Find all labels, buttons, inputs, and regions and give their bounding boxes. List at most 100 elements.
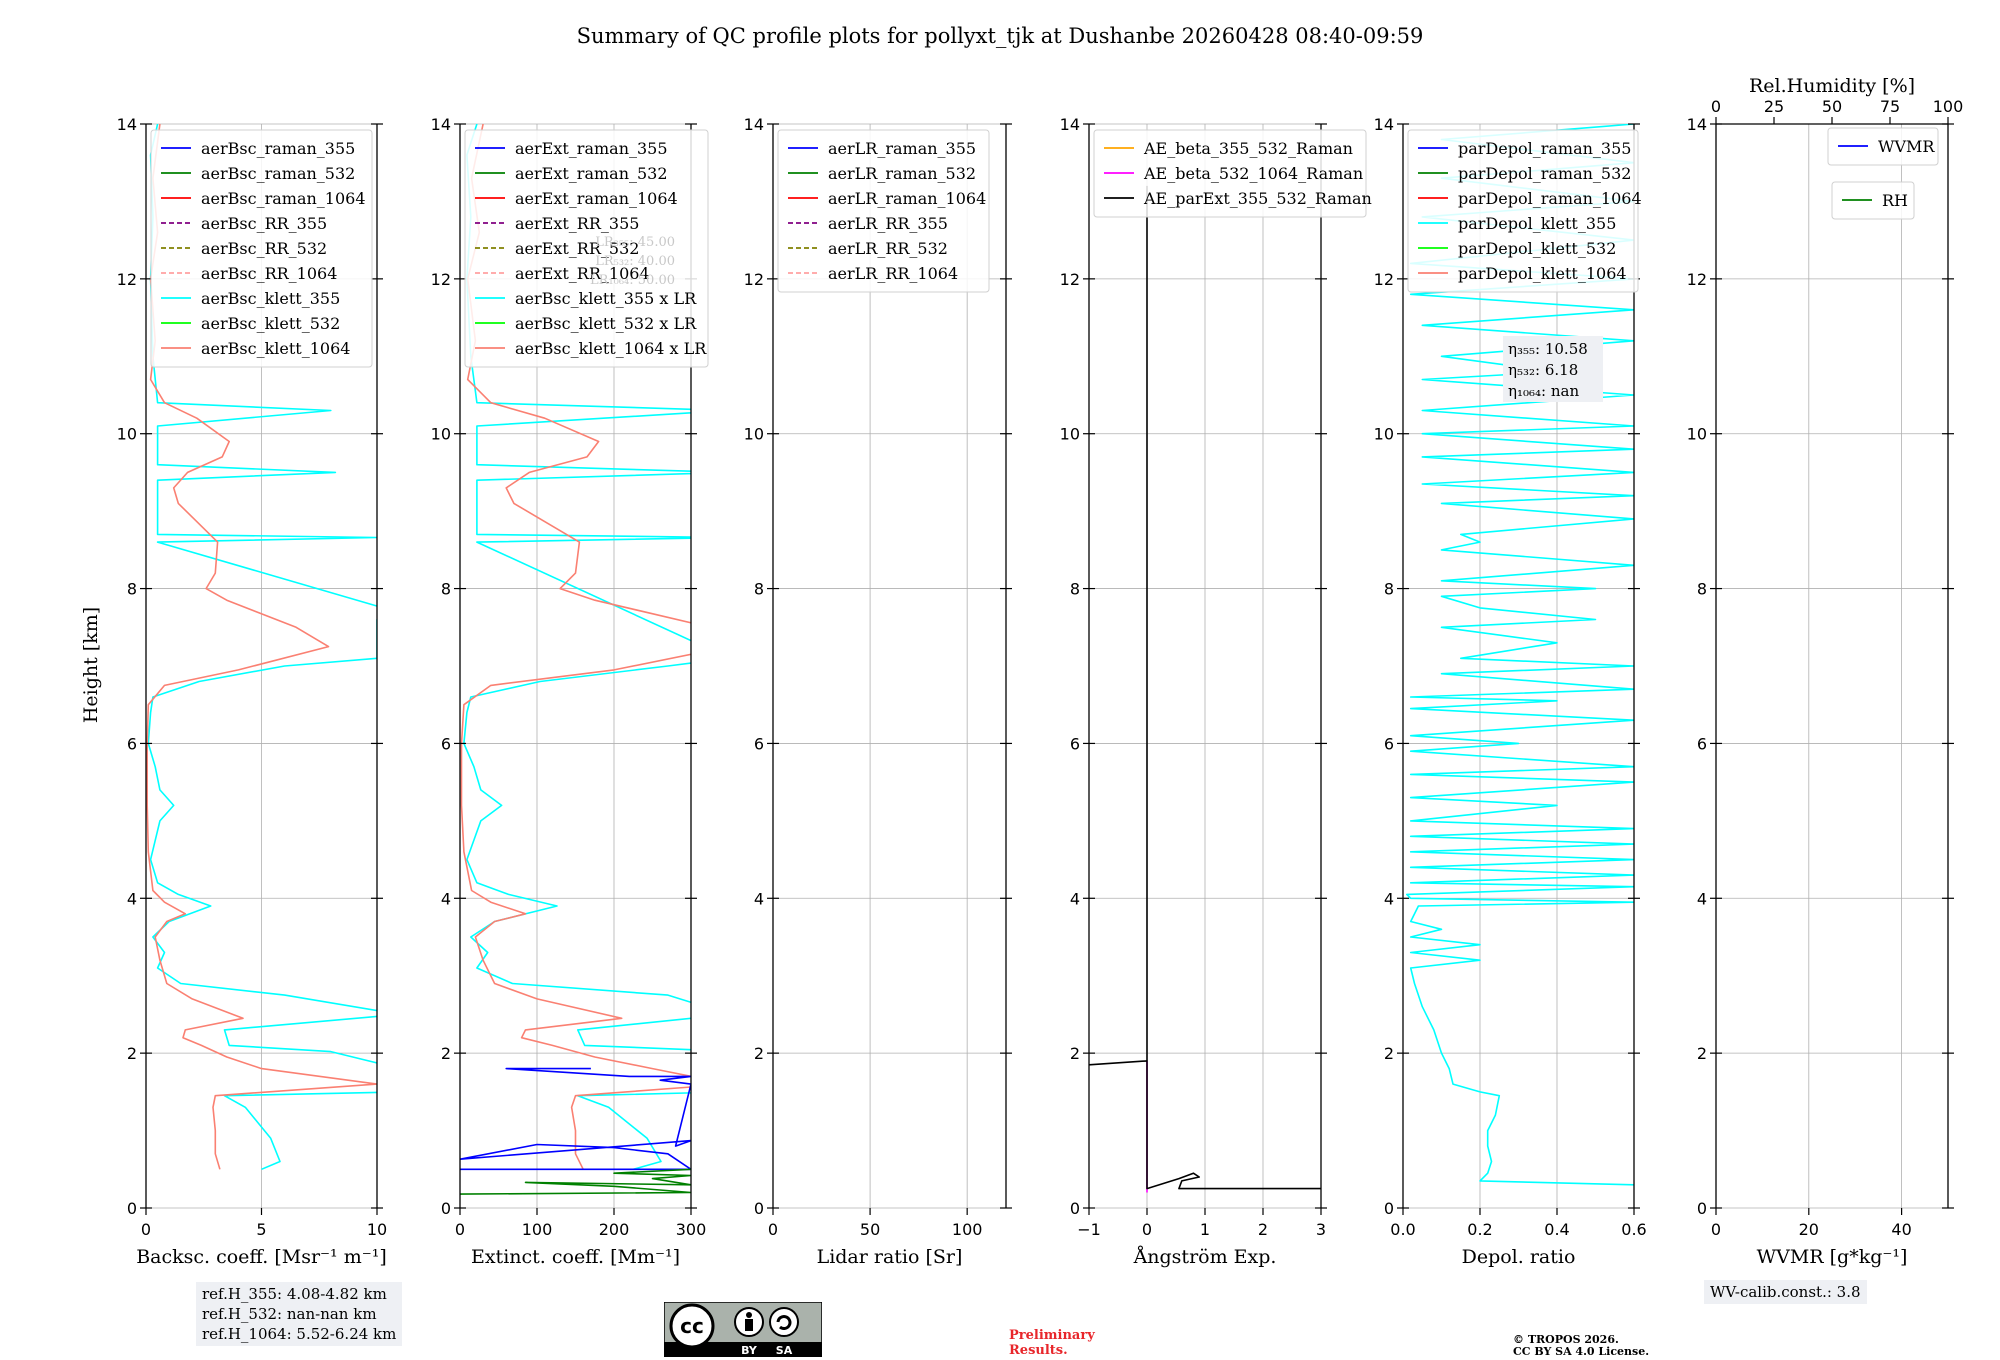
x-tick-label: 20 <box>1799 1220 1819 1239</box>
legend-label-RH: RH <box>1882 191 1908 210</box>
preliminary-line-2: Results. <box>1009 1343 1068 1358</box>
legend-label-aerBsc_klett_532 x LR: aerBsc_klett_532 x LR <box>515 314 697 333</box>
y-tick-label: 8 <box>127 580 137 599</box>
x-tick-label: 0 <box>141 1220 151 1239</box>
x-tick-label: 2 <box>1258 1220 1268 1239</box>
legend-label-AE_beta_532_1064_Raman: AE_beta_532_1064_Raman <box>1143 164 1363 183</box>
legend-label-aerLR_RR_1064: aerLR_RR_1064 <box>828 264 958 283</box>
x-tick-label: 100 <box>522 1220 553 1239</box>
y-tick-label: 4 <box>1384 889 1394 908</box>
copyright-note: © TROPOS 2026. CC BY SA 4.0 License. <box>1513 1334 1649 1358</box>
ref-height-355: ref.H_355: 4.08-4.82 km <box>202 1285 387 1303</box>
legend: aerLR_raman_355 aerLR_raman_532 aerLR_rama… <box>777 129 990 293</box>
badge-footer <box>664 1342 822 1357</box>
legend-label-WVMR: WVMR <box>1878 137 1935 156</box>
legend-label-aerBsc_RR_1064: aerBsc_RR_1064 <box>201 264 337 283</box>
y-tick-label: 2 <box>127 1044 137 1063</box>
y-tick-label: 12 <box>1687 270 1707 289</box>
series-group <box>1406 124 1634 1186</box>
x-axis-label: Ångström Exp. <box>1133 1246 1277 1268</box>
legend-label-aerExt_raman_1064: aerExt_raman_1064 <box>515 189 678 208</box>
x-axis-label: WVMR [g*kg⁻¹] <box>1757 1246 1908 1268</box>
ref-height-1064: ref.H_1064: 5.52-6.24 km <box>202 1325 397 1343</box>
preliminary-line-1: Preliminary <box>1009 1328 1095 1343</box>
x-axis-label: Lidar ratio [Sr] <box>817 1246 963 1268</box>
top-x-tick-label: 75 <box>1880 97 1900 116</box>
panel-lr: 0 2 4 6 8 10 12 14 0 50 100 Lidar ratio [Sr] aerLR_r… <box>744 115 1012 1268</box>
top-x-tick-label: 25 <box>1764 97 1784 116</box>
legend-label-aerBsc_raman_532: aerBsc_raman_532 <box>201 164 355 183</box>
x-axis-label: Extinct. coeff. [Mm⁻¹] <box>471 1246 680 1268</box>
y-tick-label: 14 <box>117 115 137 134</box>
legend-label-AE_parExt_355_532_Raman: AE_parExt_355_532_Raman <box>1143 189 1372 208</box>
legend-label-aerBsc_raman_355: aerBsc_raman_355 <box>201 139 355 158</box>
legend-label-aerExt_RR_355: aerExt_RR_355 <box>515 214 639 233</box>
panel-ext: 0 2 4 6 8 10 12 14 0 100 200 300 Extinct. coeff. [Mm… <box>431 115 709 1268</box>
legend-label-aerExt_RR_1064: aerExt_RR_1064 <box>515 264 650 283</box>
legend-label-aerBsc_klett_355 x LR: aerBsc_klett_355 x LR <box>515 289 697 308</box>
lr-annotation: LR₁₀₆₄: 50.00 <box>590 273 675 288</box>
y-tick-label: 6 <box>127 734 137 753</box>
cc-by-sa-badge: cc BY SA <box>664 1302 822 1357</box>
eta-value: η₁₀₆₄: nan <box>1508 382 1579 400</box>
x-tick-label: 200 <box>599 1220 630 1239</box>
legend-label-aerLR_raman_355: aerLR_raman_355 <box>828 139 976 158</box>
x-tick-label: 300 <box>676 1220 707 1239</box>
series-aerExt_raman_355 <box>460 1067 691 1171</box>
wv-calibration-box: WV-calib.const.: 3.8 <box>1704 1280 1867 1304</box>
legend-wvmr: WVMR <box>1827 127 1939 166</box>
y-tick-label: 10 <box>744 425 764 444</box>
y-tick-label: 2 <box>1384 1044 1394 1063</box>
y-tick-label: 14 <box>1060 115 1080 134</box>
top-x-tick-label: 50 <box>1822 97 1842 116</box>
y-tick-label: 4 <box>1070 889 1080 908</box>
legend-label-aerExt_RR_532: aerExt_RR_532 <box>515 239 639 258</box>
cc-icon <box>669 1303 715 1349</box>
series-aerBsc_klett_355 x LR <box>463 124 691 1171</box>
y-tick-label: 10 <box>1687 425 1707 444</box>
legend-frame <box>464 129 709 368</box>
series-aerExt_raman_532 <box>460 1168 691 1195</box>
eta-value: η₅₃₂: 6.18 <box>1508 361 1578 379</box>
copyright-line-1: © TROPOS 2026. <box>1513 1333 1619 1346</box>
legend-rh: RH <box>1831 181 1915 220</box>
legend-label-aerExt_raman_532: aerExt_raman_532 <box>515 164 668 183</box>
y-tick-label: 2 <box>1697 1044 1707 1063</box>
x-tick-label: 0.6 <box>1621 1220 1646 1239</box>
badge-sa-label: SA <box>776 1344 793 1357</box>
legend-label-parDepol_klett_355: parDepol_klett_355 <box>1458 214 1616 233</box>
y-tick-label: 12 <box>744 270 764 289</box>
y-tick-label: 6 <box>1070 734 1080 753</box>
legend-label-parDepol_raman_1064: parDepol_raman_1064 <box>1458 189 1642 208</box>
y-tick-label: 12 <box>1374 270 1394 289</box>
y-tick-label: 14 <box>744 115 764 134</box>
y-tick-label: 0 <box>754 1199 764 1218</box>
y-tick-label: 4 <box>441 889 451 908</box>
y-tick-label: 10 <box>431 425 451 444</box>
y-tick-label: 6 <box>1384 734 1394 753</box>
lr-annotation: LR₃₅₅: 45.00 <box>595 235 675 250</box>
top-axis-label: Rel.Humidity [%] <box>1749 75 1915 97</box>
series-parDepol_klett_355 <box>1406 124 1634 1186</box>
legend-frame <box>1827 127 1939 166</box>
legend-label-parDepol_raman_355: parDepol_raman_355 <box>1458 139 1631 158</box>
share-alike-icon <box>769 1307 799 1337</box>
legend-label-aerExt_raman_355: aerExt_raman_355 <box>515 139 668 158</box>
y-tick-label: 8 <box>1697 580 1707 599</box>
cc-logo-glyph: cc <box>680 1314 704 1338</box>
y-tick-label: 12 <box>1060 270 1080 289</box>
legend-label-parDepol_klett_532: parDepol_klett_532 <box>1458 239 1616 258</box>
y-tick-label: 14 <box>1374 115 1394 134</box>
attribution-icon-body <box>745 1319 753 1331</box>
legend-frame <box>1831 181 1915 220</box>
x-tick-label: 40 <box>1891 1220 1911 1239</box>
x-tick-label: 0 <box>1142 1220 1152 1239</box>
legend-frame <box>1407 129 1639 293</box>
top-x-tick-label: 0 <box>1711 97 1721 116</box>
ref-height-532: ref.H_532: nan-nan km <box>202 1305 377 1323</box>
share-alike-arrow <box>776 1315 792 1330</box>
y-tick-label: 2 <box>441 1044 451 1063</box>
y-tick-label: 8 <box>1384 580 1394 599</box>
x-tick-label: −1 <box>1077 1220 1101 1239</box>
